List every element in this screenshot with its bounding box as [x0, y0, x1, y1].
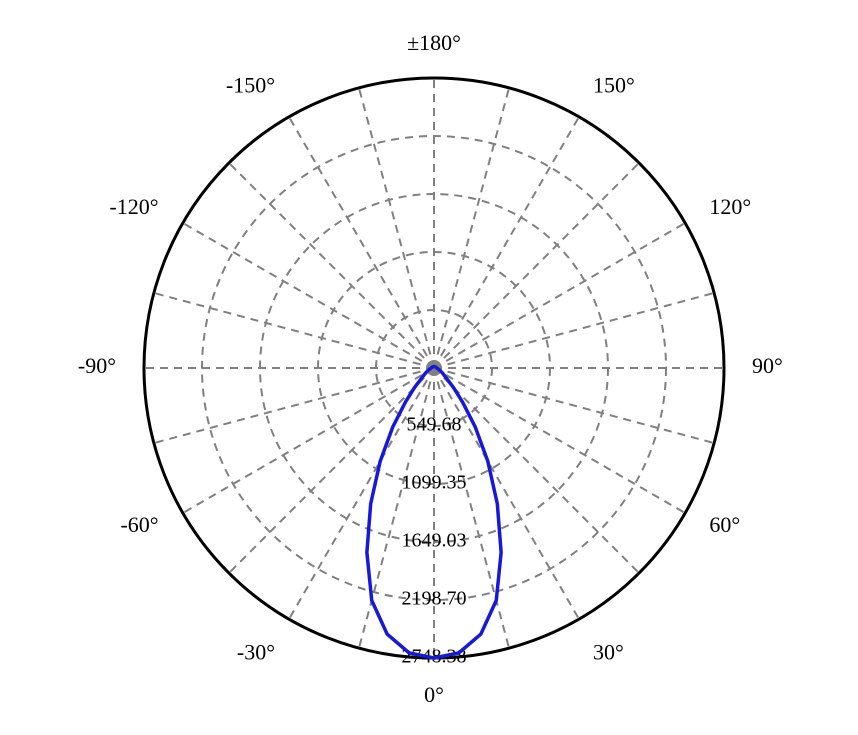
grid-spoke [289, 117, 434, 368]
angle-label: -150° [226, 73, 275, 98]
angle-label: -120° [109, 194, 158, 219]
radial-value-label: 549.68 [407, 414, 462, 436]
grid-spoke [183, 223, 434, 368]
angle-label: ±180° [407, 30, 461, 55]
grid-spoke [434, 163, 639, 368]
radial-value-label: 2198.70 [402, 588, 467, 610]
grid-spoke [434, 117, 579, 368]
angle-label: 150° [593, 73, 635, 98]
grid-spoke [154, 293, 434, 368]
angle-label: 90° [752, 353, 783, 378]
grid-spoke [434, 88, 509, 368]
grid-spoke [229, 163, 434, 368]
angle-label: -60° [120, 512, 158, 537]
angle-label: 0° [424, 682, 444, 707]
grid-spoke [183, 368, 434, 513]
radial-value-label: 1099.35 [402, 472, 467, 494]
angle-label: 60° [709, 512, 740, 537]
angle-label: 30° [593, 639, 624, 664]
angle-label: 120° [709, 194, 751, 219]
grid-spoke [434, 368, 685, 513]
radial-value-label: 1649.03 [402, 530, 467, 552]
grid-spoke [359, 88, 434, 368]
angle-label: -30° [237, 639, 275, 664]
grid-spoke [434, 223, 685, 368]
angle-label: -90° [78, 353, 116, 378]
grid-spoke [434, 293, 714, 368]
polar-chart: 549.681099.351649.032198.702748.38 ±180°… [0, 0, 858, 735]
